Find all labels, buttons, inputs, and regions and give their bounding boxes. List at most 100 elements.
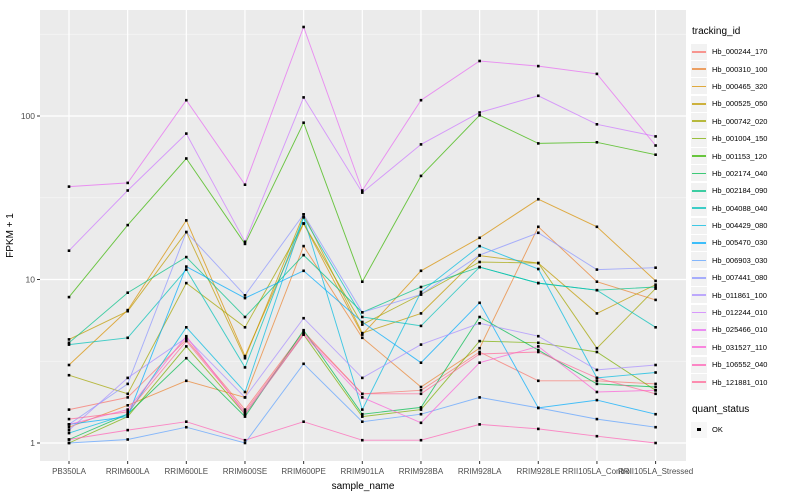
data-point	[67, 438, 71, 441]
data-point	[478, 114, 481, 117]
data-point	[654, 285, 657, 289]
legend-item-Hb_001153_120: Hb_001153_120	[691, 147, 799, 165]
legend-item-label: Hb_000244_170	[712, 47, 768, 57]
data-point	[419, 343, 423, 346]
line-swatch-icon	[692, 276, 706, 279]
data-point	[419, 385, 423, 389]
data-point	[654, 135, 657, 138]
data-point	[595, 346, 599, 350]
legend-item-label: Hb_121881_010	[712, 377, 768, 387]
data-point	[185, 339, 188, 343]
data-point	[654, 279, 657, 283]
x-tick-label: RRIM600LE	[165, 467, 209, 476]
data-point	[126, 376, 129, 380]
data-point	[185, 219, 188, 222]
data-point	[67, 373, 71, 377]
data-point	[243, 396, 247, 399]
legend-color-key	[691, 182, 707, 199]
legend-item-label: Hb_004429_080	[712, 221, 768, 231]
data-point	[419, 143, 423, 146]
data-point	[595, 434, 599, 438]
data-point	[361, 189, 364, 192]
data-point	[537, 427, 540, 431]
data-point	[67, 431, 71, 435]
data-point	[126, 336, 129, 340]
legend-item-Hb_000465_320: Hb_000465_320	[691, 78, 799, 95]
data-points	[67, 25, 657, 445]
line-swatch-icon	[692, 224, 706, 227]
legend-color-key	[691, 200, 707, 217]
data-point	[302, 222, 305, 225]
y-axis-title: FPKM + 1	[5, 213, 16, 258]
data-point	[654, 144, 657, 147]
data-point	[361, 280, 364, 283]
data-point	[67, 417, 71, 421]
legend-item-label: Hb_000465_320	[712, 81, 768, 91]
data-point	[537, 345, 540, 348]
line-swatch-icon	[692, 242, 706, 244]
data-point	[185, 338, 188, 341]
data-point	[67, 408, 71, 411]
data-point	[419, 285, 423, 289]
data-point	[419, 361, 423, 364]
legend-item-label: Hb_002184_090	[712, 186, 768, 196]
data-point	[478, 253, 481, 257]
data-point	[595, 390, 599, 394]
data-point	[361, 415, 364, 418]
data-point	[67, 185, 71, 188]
legend-item-label: Hb_000525_050	[712, 99, 768, 109]
data-point	[243, 296, 247, 300]
line-swatch-icon	[692, 155, 706, 157]
x-axis-title: sample_name	[332, 481, 395, 492]
data-point	[67, 428, 71, 432]
line-swatch-icon	[692, 120, 706, 123]
data-point	[537, 267, 540, 271]
data-point	[478, 236, 481, 240]
data-point	[243, 441, 247, 445]
data-point	[654, 326, 657, 329]
data-point	[595, 123, 599, 126]
data-point	[185, 334, 188, 338]
data-point	[302, 216, 305, 219]
x-tick-label: RRIM928LE	[516, 467, 560, 476]
data-point	[537, 94, 540, 98]
legend-item-Hb_006903_030: Hb_006903_030	[691, 252, 799, 269]
data-point	[302, 253, 305, 257]
data-point	[126, 382, 129, 386]
data-point	[595, 280, 599, 283]
data-point	[67, 295, 71, 299]
legend-item-Hb_106552_040: Hb_106552_040	[691, 356, 799, 373]
line-swatch-icon	[692, 172, 706, 175]
data-point	[419, 438, 423, 442]
data-point	[595, 368, 599, 372]
legend-item-Hb_000742_020: Hb_000742_020	[691, 113, 799, 130]
data-point	[595, 350, 599, 354]
y-tick-label: 100	[21, 111, 35, 121]
data-point	[185, 268, 188, 271]
data-point	[595, 312, 599, 315]
legend-item-Hb_001004_150: Hb_001004_150	[691, 130, 799, 147]
legend-item-Hb_011861_100: Hb_011861_100	[691, 286, 799, 304]
data-point	[419, 290, 423, 294]
data-point	[537, 281, 540, 285]
legend-color-key	[691, 374, 707, 391]
legend-item-label: Hb_011861_100	[712, 290, 767, 300]
data-point	[478, 322, 481, 325]
data-point	[537, 231, 540, 235]
legend-color-key	[691, 304, 707, 321]
data-point	[419, 412, 423, 416]
data-point	[478, 352, 481, 356]
data-point	[243, 408, 247, 411]
data-point	[654, 363, 657, 367]
data-point	[478, 350, 481, 354]
legend-color-key	[691, 252, 707, 269]
line-swatch-icon	[692, 381, 706, 383]
x-tick-label: RRIM928LA	[458, 467, 502, 476]
data-point	[361, 412, 364, 416]
data-point	[478, 301, 481, 305]
data-point	[419, 269, 423, 273]
data-point	[243, 356, 247, 360]
data-point	[478, 423, 481, 426]
data-point	[126, 412, 129, 416]
